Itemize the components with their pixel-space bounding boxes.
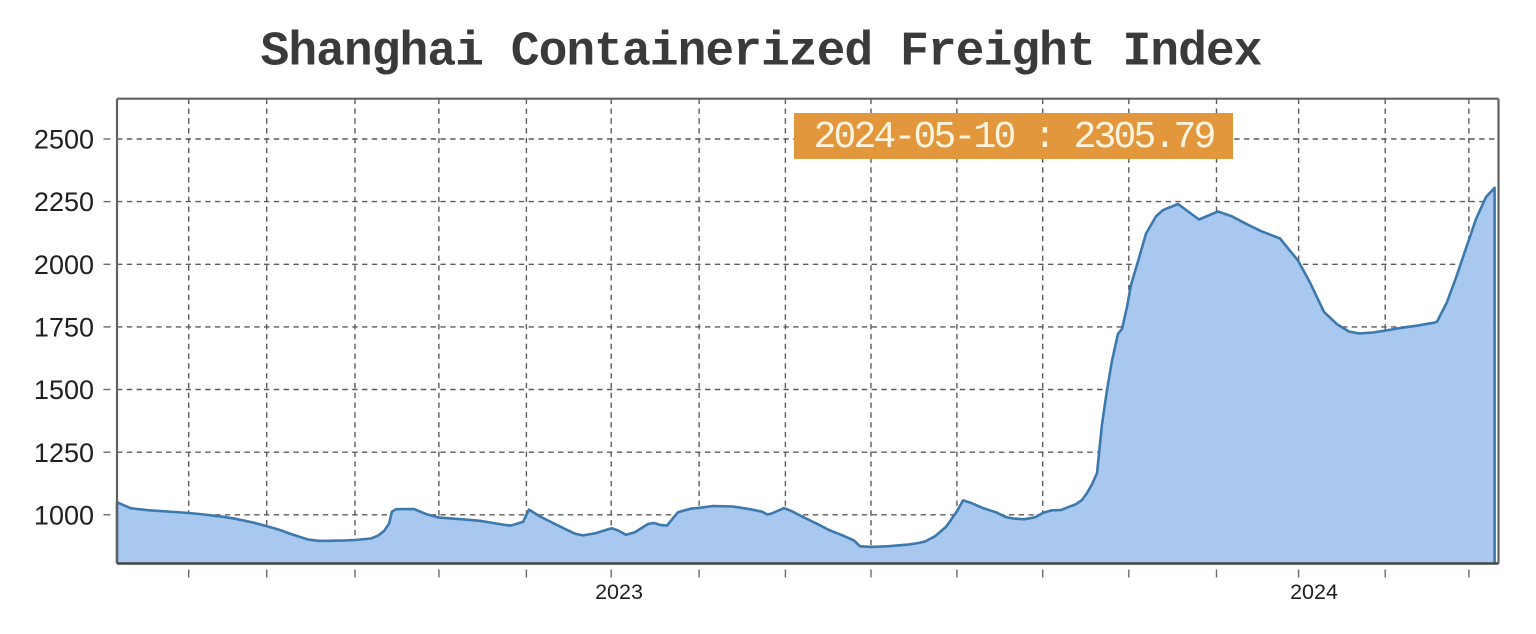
svg-text:2023: 2023 [595,580,643,604]
svg-text:2024: 2024 [1290,580,1338,604]
svg-text:1000: 1000 [34,500,94,530]
svg-text:1500: 1500 [34,375,94,405]
svg-text:1250: 1250 [34,438,94,468]
svg-text:2250: 2250 [34,187,94,217]
svg-text:1750: 1750 [34,313,94,343]
svg-text:Shanghai Containerized Freight: Shanghai Containerized Freight Index [261,25,1262,79]
svg-text:2024-05-10 : 2305.79: 2024-05-10 : 2305.79 [813,116,1214,159]
svg-text:2500: 2500 [34,125,94,155]
svg-text:2000: 2000 [34,250,94,280]
